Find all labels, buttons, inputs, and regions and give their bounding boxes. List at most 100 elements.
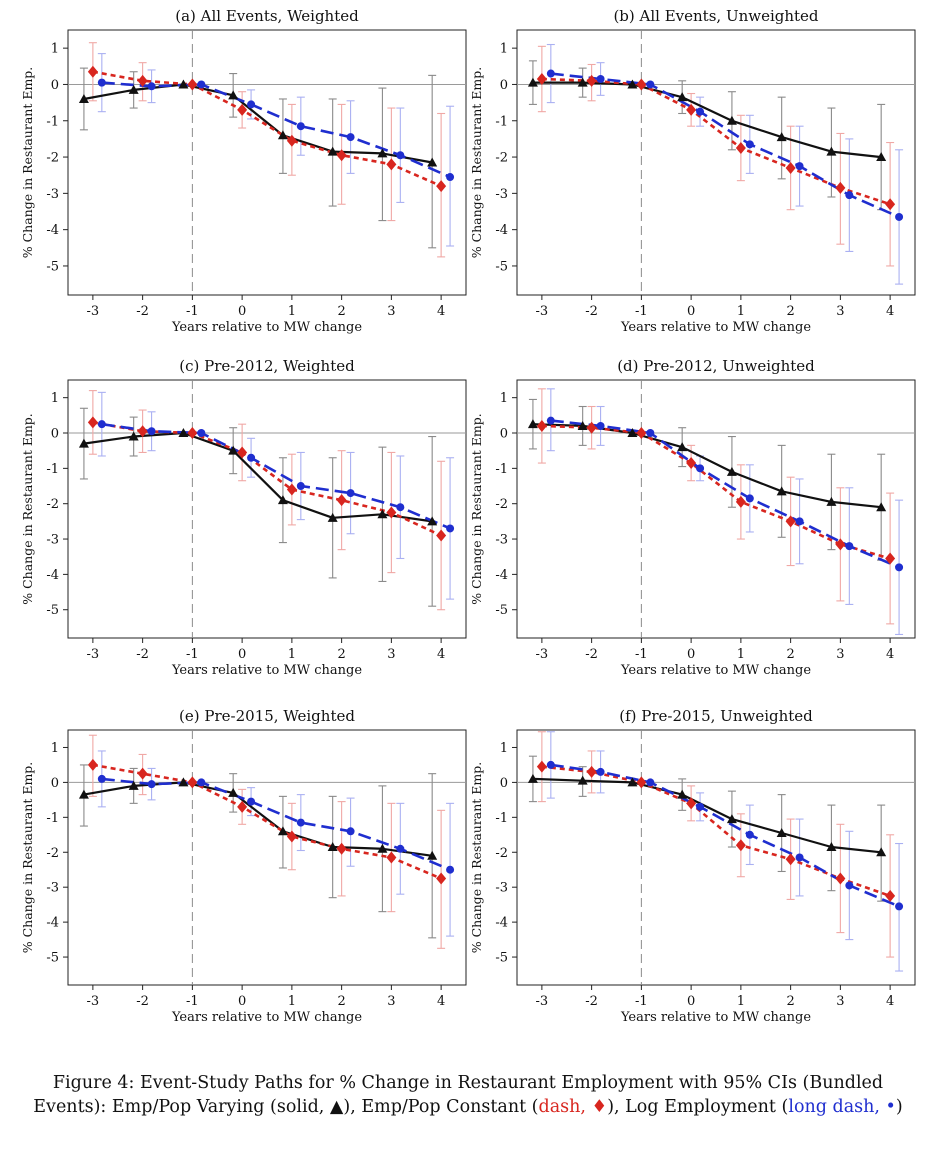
chart-panel-6: (f) Pre-2015, Unweighted 1 0 -1 -2 -3 -4 -5 -3 -2… bbox=[469, 707, 916, 1025]
panel-title: (f) Pre-2015, Unweighted bbox=[619, 707, 813, 725]
circle-marker bbox=[446, 173, 455, 182]
x-tick-label: -3 bbox=[87, 647, 100, 662]
caption-dot-symbol: • bbox=[885, 1096, 896, 1117]
x-axis-label: Years relative to MW change bbox=[620, 663, 811, 678]
triangle-marker bbox=[627, 79, 638, 89]
chart-panel-3: (c) Pre-2012, Weighted 1 0 -1 -2 -3 -4 -5 -3 -2 -1… bbox=[20, 357, 467, 678]
circle-marker bbox=[596, 75, 605, 84]
series-line-solid bbox=[532, 423, 882, 509]
circle-marker bbox=[396, 503, 405, 512]
caption-triangle-symbol: ▲ bbox=[329, 1096, 344, 1117]
y-tick-label: -1 bbox=[46, 811, 59, 826]
triangle-marker bbox=[78, 789, 89, 799]
diamond-marker bbox=[336, 842, 347, 855]
triangle-marker bbox=[776, 486, 787, 496]
diamond-marker bbox=[286, 483, 297, 496]
x-tick-label: 3 bbox=[387, 647, 395, 662]
triangle-marker bbox=[677, 92, 688, 102]
diamond-marker bbox=[286, 830, 297, 843]
diamond-marker bbox=[536, 760, 547, 773]
figure-panels: (a) All Events, Weighted 1 0 -1 -2 -3 -4 -5 -3 -2… bbox=[20, 7, 916, 1025]
caption-part3: ), Log Employment ( bbox=[607, 1096, 789, 1117]
diamond-marker bbox=[536, 73, 547, 86]
diamond-marker bbox=[187, 427, 198, 440]
y-tick-label: 0 bbox=[500, 78, 508, 93]
x-tick-label: 2 bbox=[786, 304, 794, 319]
series-line-solid bbox=[532, 777, 882, 854]
series-line-solid bbox=[83, 781, 433, 857]
diamond-marker bbox=[237, 446, 248, 459]
diamond-marker bbox=[636, 78, 647, 91]
caption-dash-text: dash, bbox=[538, 1096, 592, 1117]
y-axis-label: % Change in Restaurant Emp. bbox=[20, 413, 35, 605]
y-tick-label: -1 bbox=[46, 462, 59, 477]
x-tick-label: -2 bbox=[136, 994, 149, 1009]
circle-marker bbox=[546, 69, 555, 78]
circle-marker bbox=[596, 421, 605, 430]
plot-frame bbox=[516, 29, 916, 296]
diamond-marker bbox=[137, 425, 148, 438]
circle-marker bbox=[147, 427, 156, 436]
panel-title: (a) All Events, Weighted bbox=[175, 7, 359, 25]
y-tick-label: 1 bbox=[51, 42, 59, 57]
y-axis-label: % Change in Restaurant Emp. bbox=[469, 762, 484, 954]
diamond-marker bbox=[386, 506, 397, 519]
triangle-marker bbox=[427, 516, 438, 526]
circle-marker bbox=[845, 881, 854, 890]
circle-marker bbox=[696, 802, 705, 811]
panel-title: (e) Pre-2015, Weighted bbox=[179, 707, 355, 725]
triangle-marker bbox=[178, 79, 189, 89]
x-tick-label: 2 bbox=[337, 647, 345, 662]
triangle-marker bbox=[377, 843, 388, 853]
x-tick-label: 1 bbox=[737, 647, 745, 662]
triangle-marker bbox=[826, 496, 837, 506]
caption-part2: ), Emp/Pop Constant ( bbox=[343, 1096, 539, 1117]
y-tick-label: -3 bbox=[46, 187, 59, 202]
x-tick-label: 0 bbox=[687, 647, 695, 662]
x-tick-label: 2 bbox=[337, 304, 345, 319]
diamond-marker bbox=[636, 776, 647, 789]
x-tick-label: 1 bbox=[737, 994, 745, 1009]
y-tick-label: -4 bbox=[46, 223, 59, 238]
triangle-marker bbox=[178, 777, 189, 787]
x-tick-label: -1 bbox=[186, 994, 199, 1009]
y-tick-label: -5 bbox=[46, 603, 59, 618]
triangle-marker bbox=[327, 512, 338, 522]
circle-marker bbox=[895, 563, 904, 572]
y-tick-label: -5 bbox=[495, 603, 508, 618]
diamond-marker bbox=[636, 427, 647, 440]
series-line-solid bbox=[83, 431, 433, 523]
circle-marker bbox=[895, 902, 904, 911]
x-tick-label: -1 bbox=[186, 304, 199, 319]
triangle-marker bbox=[277, 495, 288, 505]
diamond-marker bbox=[336, 494, 347, 507]
circle-marker bbox=[795, 162, 804, 171]
y-tick-label: -1 bbox=[495, 811, 508, 826]
x-tick-label: -2 bbox=[585, 994, 598, 1009]
triangle-marker bbox=[327, 842, 338, 852]
panel-title: (d) Pre-2012, Unweighted bbox=[617, 357, 815, 375]
x-axis-label: Years relative to MW change bbox=[171, 663, 362, 678]
series-line-dash bbox=[92, 70, 442, 188]
diamond-marker bbox=[735, 141, 746, 154]
triangle-marker bbox=[726, 814, 737, 824]
diamond-marker bbox=[536, 419, 547, 432]
diamond-marker bbox=[586, 74, 597, 87]
x-tick-label: -2 bbox=[136, 647, 149, 662]
triangle-marker bbox=[527, 773, 538, 783]
circle-marker bbox=[97, 774, 106, 783]
diamond-marker bbox=[87, 65, 98, 78]
y-tick-label: -3 bbox=[495, 881, 508, 896]
circle-marker bbox=[446, 524, 455, 533]
x-tick-label: -3 bbox=[536, 304, 549, 319]
x-tick-label: 0 bbox=[238, 304, 246, 319]
x-tick-label: 0 bbox=[238, 647, 246, 662]
diamond-marker bbox=[686, 457, 697, 470]
y-axis-label: % Change in Restaurant Emp. bbox=[469, 67, 484, 259]
triangle-marker bbox=[776, 828, 787, 838]
y-tick-label: -4 bbox=[46, 916, 59, 931]
plot-frame bbox=[67, 379, 467, 639]
triangle-marker bbox=[277, 130, 288, 140]
plot-frame bbox=[67, 29, 467, 296]
y-tick-label: -5 bbox=[46, 259, 59, 274]
